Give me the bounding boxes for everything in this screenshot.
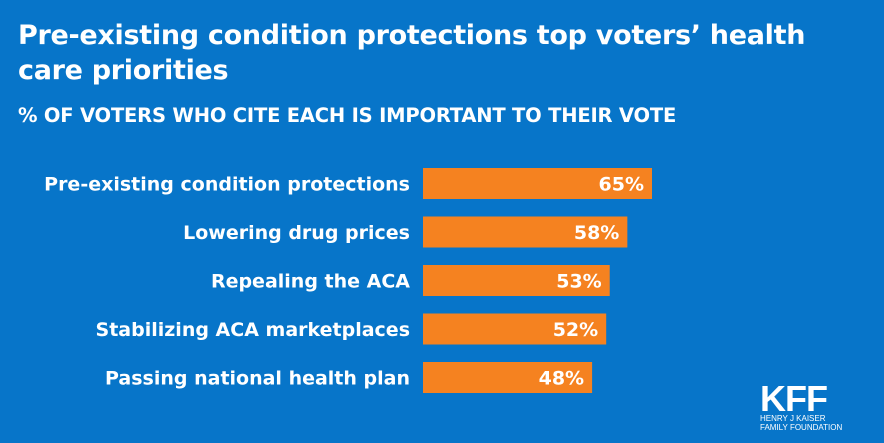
value-label: 52% <box>553 319 598 341</box>
bar <box>423 168 652 199</box>
category-label: Pre-existing condition protections <box>44 174 410 196</box>
value-label: 53% <box>556 271 601 293</box>
kff-logo: KFF HENRY J KAISER FAMILY FOUNDATION <box>760 378 843 433</box>
bar <box>423 265 610 296</box>
bar <box>423 216 628 248</box>
category-label: Stabilizing ACA marketplaces <box>96 319 410 341</box>
logo-line1: HENRY J KAISER <box>760 414 826 423</box>
value-label: 58% <box>574 222 619 244</box>
bar <box>423 313 607 345</box>
logo-line2: FAMILY FOUNDATION <box>760 423 843 432</box>
bar <box>423 362 593 393</box>
category-label: Passing national health plan <box>105 368 410 390</box>
chart-title: Pre-existing condition protections top v… <box>18 20 806 86</box>
value-label: 48% <box>539 368 584 390</box>
category-label: Repealing the ACA <box>211 271 410 293</box>
category-label: Lowering drug prices <box>183 222 410 244</box>
logo-mark: KFF <box>760 378 828 419</box>
value-label: 65% <box>599 174 644 196</box>
chart-subtitle: % OF VOTERS WHO CITE EACH IS IMPORTANT T… <box>18 104 677 127</box>
